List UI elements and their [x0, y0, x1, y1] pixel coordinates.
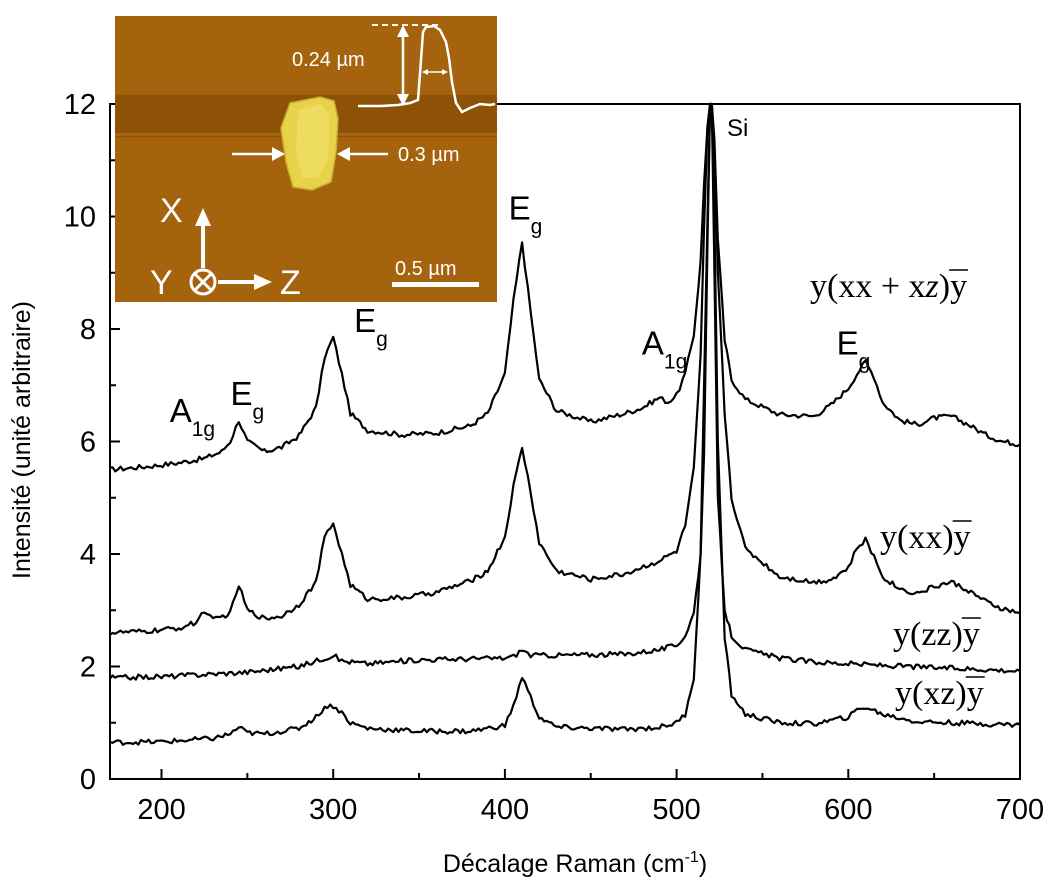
height-arrowhead-bottom [397, 94, 409, 106]
z-axis-arrowhead [254, 274, 272, 290]
peak-label: A1g [642, 324, 687, 373]
peak-label: Eg [837, 324, 871, 373]
peak-labels: A1g Eg Eg Eg A1g Eg [170, 189, 871, 441]
height-profile-line [358, 24, 496, 114]
x-tick-label: 700 [996, 794, 1044, 826]
x-axis-arrowhead [195, 208, 211, 226]
series-label-4: y(xz)y [895, 675, 984, 712]
y-tick-label: 2 [80, 652, 96, 684]
x-tick-label: 200 [137, 794, 185, 826]
y-tick-label: 0 [80, 764, 96, 796]
y-tick-label: 6 [80, 427, 96, 459]
x-tick-label: 300 [309, 794, 357, 826]
y-tick-label: 4 [80, 539, 96, 571]
inset-scale-bar [392, 282, 479, 287]
height-arrowhead-top [397, 25, 409, 37]
afm-inset: 0.24 µm 0.3 µm 0.5 µm X Y Z [115, 16, 497, 302]
series-label-1: y(xx + xz)y [810, 268, 967, 305]
inset-axis-z-label: Z [280, 264, 301, 302]
fwhm-arrowhead-right [442, 69, 448, 75]
series-layer [109, 102, 1021, 746]
y-tick-label: 12 [64, 89, 96, 121]
fwhm-arrowhead-left [422, 69, 428, 75]
x-tick-label: 500 [652, 794, 700, 826]
peak-label: A1g [170, 392, 215, 441]
x-axis-title: Décalage Raman (cm-1) [443, 849, 707, 878]
series-line-4 [109, 102, 1021, 746]
peak-label: Eg [509, 189, 543, 238]
series-line-3 [109, 102, 1021, 681]
particle-highlight [296, 104, 330, 178]
inset-axis-y-label: Y [150, 264, 173, 302]
inset-height-label: 0.24 µm [292, 49, 365, 71]
inset-width-label: 0.3 µm [398, 144, 460, 166]
peak-label: Eg [231, 375, 265, 424]
series-label-2: y(xx)y [880, 519, 971, 556]
ticks-layer: 200 300 400 500 600 700 0 2 4 6 8 10 12 [64, 89, 1044, 826]
series-line-2 [109, 102, 1021, 636]
inset-axis-x-label: X [160, 192, 183, 230]
y-tick-label: 8 [80, 314, 96, 346]
width-arrowhead-right [337, 147, 350, 161]
x-tick-label: 400 [481, 794, 529, 826]
y-axis-into-page-icon [189, 268, 217, 296]
series-line-1 [109, 102, 1021, 473]
y-axis-title: Intensité (unité arbitraire) [8, 301, 36, 579]
y-axis-cross-b [193, 272, 213, 292]
series-label-3: y(zz)y [893, 616, 980, 653]
series-labels: y(xx + xz)y y(xx)y y(zz)y y(xz)y [810, 268, 985, 712]
width-arrowhead-left [272, 147, 285, 161]
peak-label: Eg [354, 302, 388, 351]
y-tick-label: 10 [64, 202, 96, 234]
inset-scale-label: 0.5 µm [395, 258, 457, 280]
x-tick-label: 600 [824, 794, 872, 826]
si-peak-label: Si [727, 115, 748, 142]
